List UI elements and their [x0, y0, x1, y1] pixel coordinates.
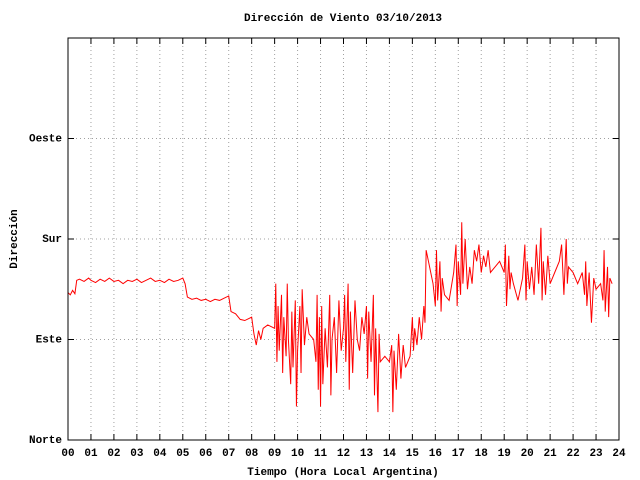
x-tick-label: 07 [222, 448, 235, 460]
x-tick-label: 01 [84, 448, 98, 460]
y-tick-label: Oeste [29, 133, 62, 145]
x-tick-label: 09 [268, 448, 281, 460]
x-tick-label: 05 [176, 448, 190, 460]
x-tick-label: 21 [544, 448, 558, 460]
x-tick-label: 11 [314, 448, 328, 460]
x-tick-label: 13 [360, 448, 374, 460]
x-tick-label: 22 [566, 448, 579, 460]
chart-title: Dirección de Viento 03/10/2013 [244, 13, 442, 25]
x-tick-label: 03 [130, 448, 144, 460]
x-tick-label: 23 [589, 448, 603, 460]
data-line [67, 222, 613, 413]
x-tick-label: 15 [406, 448, 420, 460]
x-tick-label: 24 [612, 448, 626, 460]
x-tick-label: 12 [337, 448, 350, 460]
x-tick-label: 20 [521, 448, 534, 460]
x-tick-label: 18 [475, 448, 489, 460]
x-tick-label: 10 [291, 448, 304, 460]
x-tick-label: 19 [498, 448, 511, 460]
y-tick-label: Sur [42, 234, 62, 246]
x-tick-label: 16 [429, 448, 442, 460]
y-axis-label: Dirección [9, 209, 21, 268]
plot-border [67, 37, 620, 441]
x-tick-label: 06 [199, 448, 212, 460]
x-tick-label: 00 [61, 448, 74, 460]
x-tick-label: 14 [383, 448, 397, 460]
x-tick-label: 04 [153, 448, 167, 460]
y-tick-label: Norte [29, 435, 62, 447]
x-axis-label: Tiempo (Hora Local Argentina) [247, 467, 438, 479]
x-tick-label: 17 [452, 448, 465, 460]
x-tick-label: 08 [245, 448, 259, 460]
y-tick-label: Este [36, 334, 63, 346]
x-tick-label: 02 [107, 448, 120, 460]
